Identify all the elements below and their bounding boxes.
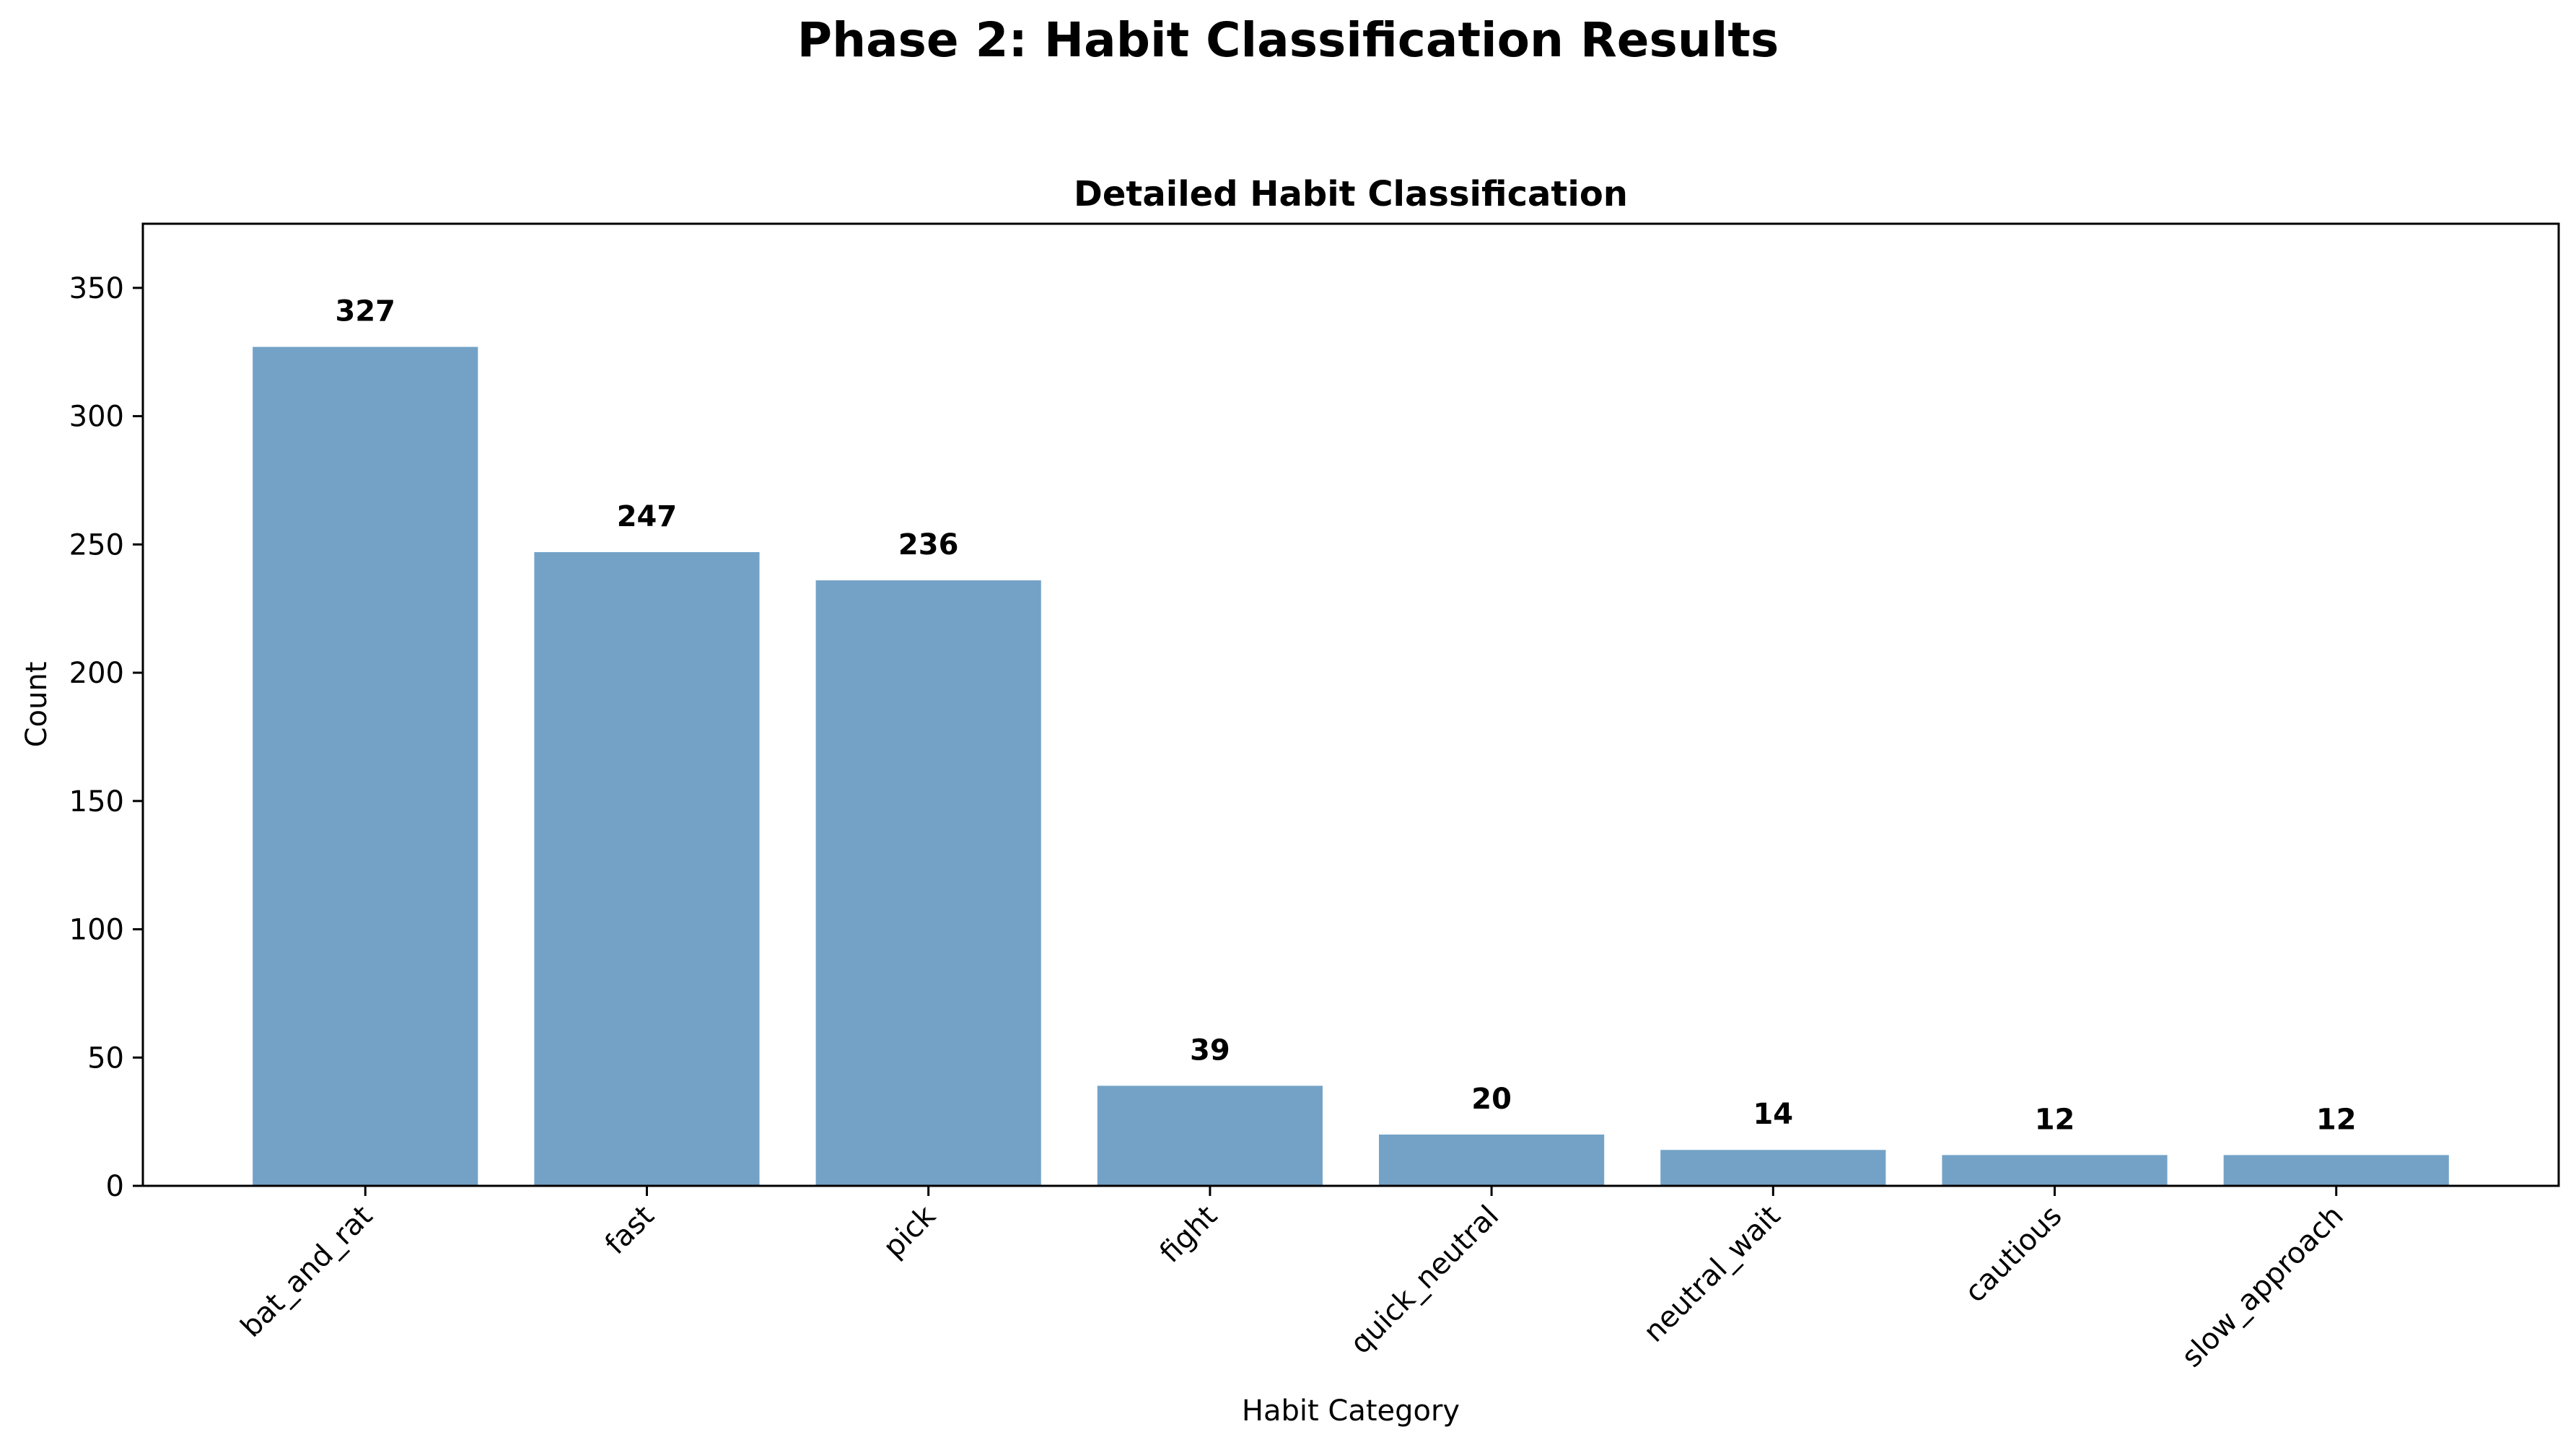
data-label: 12: [2316, 1103, 2357, 1136]
data-label: 247: [617, 500, 678, 533]
bar-neutral-wait: [1660, 1150, 1886, 1186]
y-tick-label: 100: [69, 914, 124, 947]
data-label: 236: [898, 528, 959, 562]
bar-quick-neutral: [1379, 1134, 1605, 1186]
y-tick-label: 50: [87, 1041, 124, 1075]
bar-cautious: [1942, 1155, 2168, 1186]
data-label: 39: [1190, 1034, 1230, 1067]
data-label: 12: [2035, 1103, 2075, 1136]
x-axis-label: Habit Category: [1242, 1394, 1460, 1428]
axes-frame: [141, 222, 2560, 1187]
y-tick-label: 300: [69, 401, 124, 434]
y-tick-label: 350: [69, 272, 124, 305]
y-tick-label: 250: [69, 528, 124, 562]
y-tick-label: 200: [69, 657, 124, 690]
data-label: 327: [336, 295, 396, 328]
y-axis: 0 50 100 150 200 250 300 350: [69, 272, 143, 1203]
data-label: 20: [1471, 1083, 1512, 1116]
y-tick-label: 150: [69, 785, 124, 818]
chart-title: Detailed Habit Classification: [1074, 174, 1628, 214]
y-axis-label: Count: [20, 662, 53, 748]
y-tick-label: 0: [106, 1170, 124, 1203]
bar-fast: [534, 551, 760, 1186]
bar-fight: [1097, 1086, 1323, 1186]
data-labels: 327 247 236 39 20 14 12 12: [336, 295, 2357, 1137]
bar-bat-and-rat: [253, 346, 478, 1186]
data-label: 14: [1753, 1098, 1793, 1131]
bar-pick: [815, 580, 1041, 1186]
bar-slow-approach: [2223, 1155, 2449, 1186]
figure-suptitle: Phase 2: Habit Classification Results: [797, 12, 1779, 68]
bar-series: [253, 346, 2449, 1186]
